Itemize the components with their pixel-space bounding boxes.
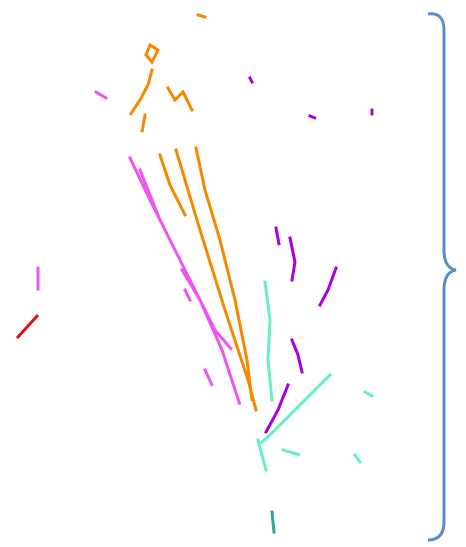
track <box>276 228 279 244</box>
track <box>17 315 38 338</box>
cyan-tracks <box>258 282 372 470</box>
bracket <box>428 14 456 540</box>
track <box>272 512 274 532</box>
event-display <box>0 0 466 547</box>
track <box>142 115 145 132</box>
track <box>320 268 336 305</box>
track <box>96 92 106 98</box>
track <box>258 440 266 470</box>
magenta-tracks <box>38 92 240 405</box>
track <box>198 15 205 17</box>
track <box>262 375 330 442</box>
track <box>283 450 300 455</box>
track <box>168 88 192 110</box>
track <box>205 370 212 385</box>
track <box>266 385 288 432</box>
track <box>250 78 252 82</box>
track <box>130 158 240 405</box>
track <box>290 238 295 280</box>
track <box>185 290 190 300</box>
purple-tracks <box>250 78 372 432</box>
track <box>146 45 158 62</box>
page: (() => { const data = JSON.parse(documen… <box>0 0 466 547</box>
track <box>292 340 302 372</box>
track <box>310 116 315 118</box>
track <box>355 455 360 462</box>
track <box>365 392 372 396</box>
orange-tracks <box>130 15 256 410</box>
track <box>140 170 160 220</box>
track <box>130 70 152 115</box>
track <box>265 282 272 400</box>
